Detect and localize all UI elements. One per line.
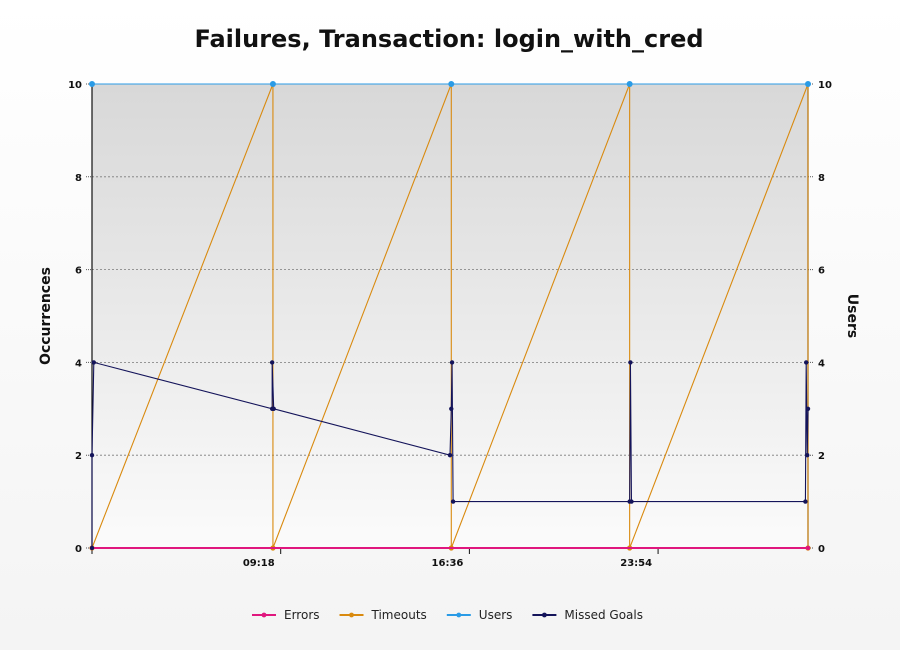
- y-tick-label: 4: [75, 358, 82, 369]
- point-missed-goals: [447, 453, 453, 458]
- y2-tick-label: 2: [818, 451, 825, 462]
- y2-tick-label: 0: [818, 544, 825, 555]
- point-users: [448, 81, 455, 87]
- y-tick-label: 10: [68, 80, 82, 91]
- legend: Errors Timeouts Users Missed Goals: [252, 608, 643, 622]
- legend-marker: [261, 612, 267, 618]
- y2-axis-title: Users: [844, 294, 860, 338]
- y2-tick-label: 6: [818, 266, 825, 277]
- legend-label: Missed Goals: [564, 608, 643, 622]
- plot-area: [92, 84, 808, 548]
- point-missed-goals: [628, 360, 633, 365]
- point-missed-goals: [629, 499, 634, 504]
- point-missed-goals: [269, 360, 275, 365]
- legend-marker: [542, 612, 547, 618]
- point-missed-goals: [271, 406, 276, 411]
- series-missed-goals: [89, 360, 811, 551]
- y-tick-label: 6: [75, 266, 82, 277]
- legend-item-timeouts: Timeouts: [339, 608, 427, 622]
- x-tick-label: 23:54: [620, 558, 652, 569]
- x-tick-label: 16:36: [432, 558, 464, 569]
- legend-label: Users: [479, 608, 513, 622]
- legend-item-users: Users: [446, 608, 513, 622]
- y2-tick-label: 8: [818, 173, 825, 184]
- y-tick-label: 0: [75, 544, 82, 555]
- y-tick-label: 2: [75, 451, 82, 462]
- legend-item-missed-goals: Missed Goals: [532, 608, 643, 622]
- legend-label: Errors: [284, 608, 320, 622]
- legend-marker: [349, 612, 354, 618]
- point-missed-goals: [805, 406, 811, 411]
- point-users: [805, 81, 811, 87]
- series-users: [89, 81, 811, 87]
- chart-title: Failures, Transaction: login_with_cred: [194, 25, 703, 53]
- y-axis-ticks: 0 2 4 6 8 10: [68, 80, 92, 555]
- point-missed-goals: [91, 360, 97, 365]
- point-users: [626, 81, 633, 87]
- point-errors: [805, 545, 811, 551]
- y2-tick-label: 4: [818, 358, 825, 369]
- y-tick-label: 8: [75, 173, 82, 184]
- legend-label: Timeouts: [371, 608, 427, 622]
- point-missed-goals: [450, 499, 456, 504]
- x-tick-label: 09:18: [243, 558, 275, 569]
- point-missed-goals: [805, 453, 810, 458]
- legend-item-errors: Errors: [252, 608, 320, 622]
- point-missed-goals: [803, 499, 808, 504]
- point-missed-goals: [803, 360, 809, 365]
- series-layer: [89, 81, 811, 551]
- point-users: [269, 81, 276, 87]
- y2-tick-label: 10: [818, 80, 832, 91]
- point-missed-goals: [89, 453, 95, 458]
- point-users: [89, 81, 95, 87]
- point-missed-goals: [449, 360, 455, 365]
- point-missed-goals: [89, 545, 95, 551]
- point-missed-goals: [449, 406, 454, 411]
- y-axis-title: Occurrences: [38, 267, 54, 365]
- legend-marker: [456, 612, 462, 618]
